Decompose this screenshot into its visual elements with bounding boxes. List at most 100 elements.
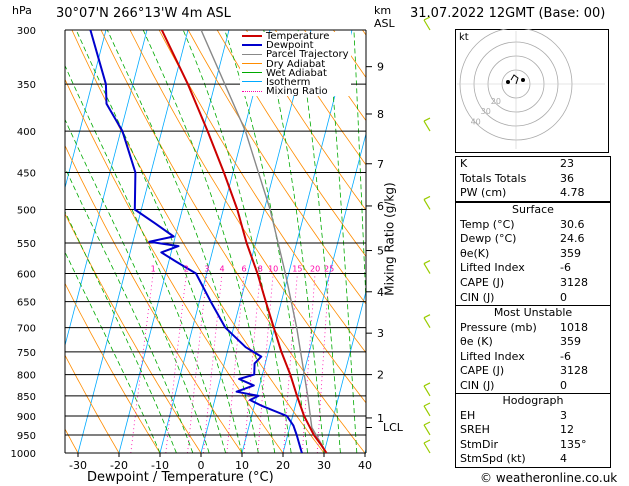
- mixing-ratio-label: 6: [242, 265, 247, 274]
- right-axis-title: Mixing Ratio (g/kg): [382, 182, 397, 296]
- pressure-tick-label: 1000: [11, 449, 36, 460]
- mixing-ratio-label: 2: [184, 265, 189, 274]
- temperature-profile-line: [160, 30, 328, 453]
- wind-barb: [423, 199, 431, 210]
- most-unstable-row: Lifted Index -6: [460, 349, 571, 363]
- mixing-ratio-line: [226, 273, 245, 453]
- pressure-tick-label: 400: [17, 127, 36, 138]
- copyright-footer: © weatheronline.co.uk: [480, 471, 618, 485]
- wind-barb-flag: [423, 195, 431, 201]
- most-unstable-row: CAPE (J) 3128: [460, 364, 588, 378]
- hodograph-ring-label: 40: [471, 117, 481, 126]
- asl-unit-label: ASL: [374, 17, 395, 30]
- x-axis-title: Dewpoint / Temperature (°C): [87, 470, 274, 485]
- hpa-unit-label: hPa: [12, 4, 32, 17]
- altitude-tick-label: 9: [377, 61, 384, 74]
- altitude-tick-label: 8: [377, 108, 384, 121]
- wind-barb: [423, 442, 431, 454]
- pressure-tick-label: 300: [17, 26, 36, 37]
- legend-item-isotherm: Isotherm: [242, 77, 349, 87]
- legend-item-mixing-ratio: Mixing Ratio: [242, 87, 349, 97]
- km-unit-label: km: [374, 4, 392, 17]
- axes: 1 2 3 4 6 8 10 15 20 2530035040045050055060065070…: [11, 26, 384, 472]
- wind-barb: [423, 405, 431, 417]
- hodograph-row: EH 3: [460, 408, 567, 422]
- surface-title: Surface: [512, 203, 554, 216]
- mixing-ratio-line: [283, 273, 298, 453]
- wind-barb: [423, 19, 431, 31]
- wind-barb-flag: [423, 314, 431, 319]
- isotherm-line: [159, 30, 271, 453]
- parcel-trajectory-line: [200, 30, 328, 453]
- altitude-tick-label: 6: [377, 200, 384, 213]
- mixing-ratio-line: [316, 273, 330, 453]
- pressure-tick-label: 950: [17, 431, 36, 442]
- wind-barb: [423, 385, 431, 397]
- isotherm-line: [118, 30, 230, 453]
- pressure-tick-label: 450: [17, 168, 36, 179]
- hodograph-box: Hodograph EH 3 SREH 12 StmDir 135° StmSpd (…: [455, 393, 611, 468]
- pressure-tick-label: 850: [17, 392, 36, 403]
- most-unstable-row: θe (K) 359: [460, 335, 581, 349]
- dry-adiabat-line: [245, 30, 366, 211]
- dry-adiabat-line: [65, 428, 79, 453]
- altitude-tick-label: 3: [377, 327, 384, 340]
- altitude-tick-label: 7: [377, 158, 384, 171]
- temperature-tick-label: 0: [198, 459, 205, 472]
- temperature-tick-label: 20: [276, 459, 290, 472]
- altitude-tick-label: 1: [377, 412, 384, 425]
- isotherm-line: [77, 30, 189, 453]
- mixing-ratio-label: 3: [204, 265, 209, 274]
- wind-barb-flag: [423, 259, 431, 265]
- isotherm-line: [65, 30, 148, 347]
- temperature-tick-label: -10: [151, 459, 169, 472]
- isotherm-line: [282, 132, 366, 453]
- pressure-tick-label: 600: [17, 270, 36, 281]
- mixing-ratio-label: 1: [151, 265, 156, 274]
- wind-barb: [423, 263, 431, 274]
- temperature-tick-label: -20: [110, 459, 128, 472]
- legend-item-dry-adiabat: Dry Adiabat: [242, 59, 349, 69]
- isotherm-line: [65, 30, 107, 190]
- hodograph-point: [521, 78, 525, 82]
- dry-adiabat-line: [65, 354, 120, 453]
- wind-barb: [423, 317, 431, 328]
- isotherm-line: [200, 30, 312, 453]
- mixing-ratio-label: 10: [268, 265, 278, 274]
- hodograph-row: StmDir 135°: [460, 437, 587, 451]
- pressure-tick-label: 350: [17, 80, 36, 91]
- hodograph-title: Hodograph: [502, 394, 564, 407]
- mixing-ratio-line: [165, 273, 187, 453]
- hodograph-row: StmSpd (kt) 4: [460, 452, 567, 466]
- chart-legend: Temperature Dewpoint Parcel Trajectory D…: [240, 32, 351, 97]
- pressure-tick-label: 900: [17, 412, 36, 423]
- wind-barb-flag: [423, 16, 431, 21]
- index-row-tt: Totals Totals 36: [460, 171, 574, 185]
- wind-barb: [423, 120, 431, 132]
- mixing-ratio-label: 15: [292, 265, 302, 274]
- most-unstable-title: Most Unstable: [493, 306, 573, 319]
- surface-row: CAPE (J) 3128: [460, 275, 588, 289]
- pressure-tick-label: 750: [17, 348, 36, 359]
- temperature-tick-label: -30: [69, 459, 87, 472]
- mixing-ratio-line: [187, 273, 208, 453]
- temperature-tick-label: 10: [235, 459, 249, 472]
- hodograph-row: SREH 12: [460, 423, 574, 437]
- most-unstable-box: Most Unstable Pressure (mb) 1018 θe (K) 35…: [455, 305, 611, 395]
- surface-row: Temp (°C) 30.6: [460, 217, 585, 231]
- mixing-ratio-line: [203, 273, 223, 453]
- legend-item-wet-adiabat: Wet Adiabat: [242, 68, 349, 78]
- isotherm-line: [323, 289, 366, 453]
- pressure-tick-label: 800: [17, 371, 36, 382]
- legend-item-parcel: Parcel Trajectory: [242, 50, 349, 60]
- wind-barb-flag: [423, 421, 431, 426]
- altitude-tick-label: 4: [377, 286, 384, 299]
- surface-row: θe(K) 359: [460, 246, 581, 260]
- wind-barbs: [423, 16, 431, 454]
- wet-adiabat-line: [297, 30, 341, 453]
- wind-barb-flag: [423, 402, 431, 407]
- mixing-ratio-line: [130, 273, 154, 453]
- most-unstable-row: Pressure (mb) 1018: [460, 320, 588, 334]
- mixing-ratio-line: [302, 273, 316, 453]
